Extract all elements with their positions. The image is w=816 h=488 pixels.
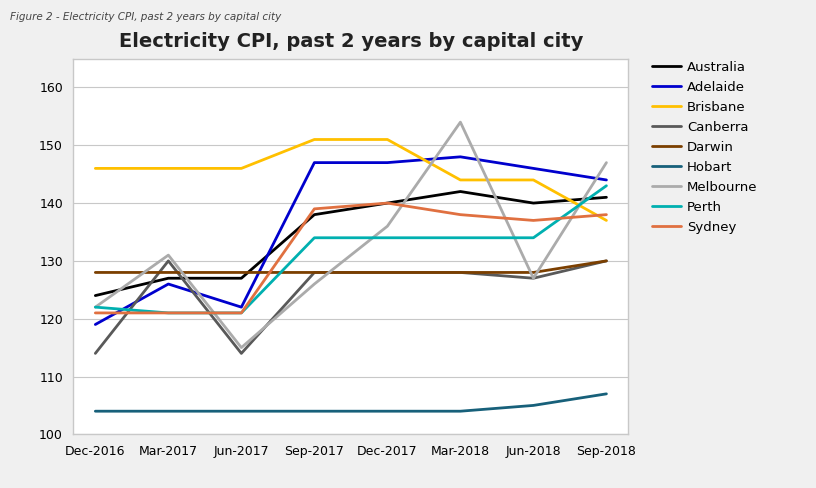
Hobart [309, 408, 319, 414]
Sydney [529, 218, 539, 224]
Line: Canberra: Canberra [95, 261, 606, 353]
Brisbane [529, 177, 539, 183]
Australia [383, 200, 392, 206]
Australia [455, 188, 465, 194]
Canberra [237, 350, 246, 356]
Hobart [601, 391, 611, 397]
Darwin [383, 269, 392, 275]
Sydney [601, 212, 611, 218]
Darwin [455, 269, 465, 275]
Adelaide [309, 160, 319, 165]
Line: Australia: Australia [95, 191, 606, 296]
Brisbane [455, 177, 465, 183]
Canberra [529, 275, 539, 281]
Sydney [91, 310, 100, 316]
Brisbane [309, 137, 319, 142]
Line: Perth: Perth [95, 186, 606, 313]
Brisbane [163, 165, 173, 171]
Hobart [383, 408, 392, 414]
Line: Sydney: Sydney [95, 203, 606, 313]
Line: Hobart: Hobart [95, 394, 606, 411]
Perth [383, 235, 392, 241]
Sydney [163, 310, 173, 316]
Hobart [529, 403, 539, 408]
Australia [91, 293, 100, 299]
Melbourne [529, 275, 539, 281]
Melbourne [455, 119, 465, 125]
Australia [601, 194, 611, 200]
Perth [91, 304, 100, 310]
Brisbane [383, 137, 392, 142]
Hobart [163, 408, 173, 414]
Melbourne [91, 304, 100, 310]
Text: Figure 2 - Electricity CPI, past 2 years by capital city: Figure 2 - Electricity CPI, past 2 years… [10, 12, 281, 22]
Darwin [91, 269, 100, 275]
Sydney [237, 310, 246, 316]
Perth [163, 310, 173, 316]
Legend: Australia, Adelaide, Brisbane, Canberra, Darwin, Hobart, Melbourne, Perth, Sydne: Australia, Adelaide, Brisbane, Canberra,… [651, 61, 758, 234]
Adelaide [91, 322, 100, 327]
Adelaide [455, 154, 465, 160]
Canberra [163, 258, 173, 264]
Melbourne [309, 281, 319, 287]
Canberra [455, 269, 465, 275]
Sydney [455, 212, 465, 218]
Adelaide [237, 304, 246, 310]
Melbourne [383, 224, 392, 229]
Australia [309, 212, 319, 218]
Sydney [309, 206, 319, 212]
Brisbane [237, 165, 246, 171]
Title: Electricity CPI, past 2 years by capital city: Electricity CPI, past 2 years by capital… [118, 32, 583, 51]
Perth [601, 183, 611, 189]
Australia [163, 275, 173, 281]
Melbourne [163, 252, 173, 258]
Australia [529, 200, 539, 206]
Adelaide [163, 281, 173, 287]
Australia [237, 275, 246, 281]
Brisbane [601, 218, 611, 224]
Line: Darwin: Darwin [95, 261, 606, 272]
Line: Adelaide: Adelaide [95, 157, 606, 325]
Adelaide [529, 165, 539, 171]
Hobart [455, 408, 465, 414]
Canberra [91, 350, 100, 356]
Sydney [383, 200, 392, 206]
Line: Melbourne: Melbourne [95, 122, 606, 347]
Melbourne [237, 345, 246, 350]
Darwin [529, 269, 539, 275]
Canberra [309, 269, 319, 275]
Perth [309, 235, 319, 241]
Melbourne [601, 160, 611, 165]
Darwin [601, 258, 611, 264]
Adelaide [383, 160, 392, 165]
Line: Brisbane: Brisbane [95, 140, 606, 221]
Canberra [601, 258, 611, 264]
Darwin [163, 269, 173, 275]
Adelaide [601, 177, 611, 183]
Canberra [383, 269, 392, 275]
Hobart [237, 408, 246, 414]
Perth [529, 235, 539, 241]
Darwin [237, 269, 246, 275]
Brisbane [91, 165, 100, 171]
Perth [237, 310, 246, 316]
Perth [455, 235, 465, 241]
Darwin [309, 269, 319, 275]
Hobart [91, 408, 100, 414]
